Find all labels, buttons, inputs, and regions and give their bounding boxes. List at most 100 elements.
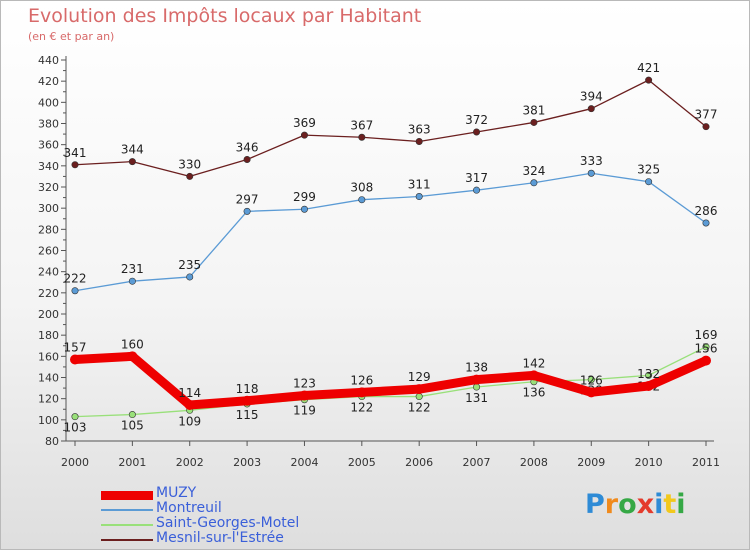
data-label: 377 <box>695 108 718 122</box>
data-point <box>128 158 136 166</box>
data-label: 157 <box>64 341 87 355</box>
data-point <box>186 273 194 281</box>
data-point <box>587 169 595 177</box>
chart-title: Evolution des Impôts locaux par Habitant <box>28 5 422 27</box>
data-point <box>71 287 79 295</box>
data-label: 129 <box>408 370 431 384</box>
legend-swatch <box>101 539 153 541</box>
data-point <box>473 186 481 194</box>
y-tick-label: 200 <box>38 308 59 321</box>
data-label: 341 <box>64 146 87 160</box>
data-label: 138 <box>465 361 488 375</box>
data-point <box>702 343 710 351</box>
data-label: 136 <box>522 386 545 400</box>
y-tick-label: 280 <box>38 223 59 236</box>
data-label: 333 <box>580 154 603 168</box>
data-label: 330 <box>178 157 201 171</box>
data-point <box>587 105 595 113</box>
data-label: 105 <box>121 419 144 433</box>
data-point <box>701 355 711 366</box>
data-point <box>356 387 367 398</box>
data-point <box>702 123 710 131</box>
y-tick-label: 80 <box>45 435 59 448</box>
data-label: 122 <box>408 401 431 415</box>
data-label: 324 <box>522 164 545 178</box>
y-tick-label: 300 <box>38 202 59 215</box>
y-tick-label: 120 <box>38 393 59 406</box>
x-tick-label: 2000 <box>61 456 89 469</box>
data-point <box>243 155 251 163</box>
data-point <box>300 205 308 213</box>
x-tick-label: 2005 <box>348 456 376 469</box>
data-label: 109 <box>178 414 201 428</box>
y-tick-label: 240 <box>38 266 59 279</box>
y-tick-label: 140 <box>38 372 59 385</box>
data-point <box>242 395 253 406</box>
data-point <box>128 277 136 285</box>
data-point <box>70 354 80 365</box>
data-label: 131 <box>465 391 488 405</box>
data-label: 126 <box>580 373 603 387</box>
data-point <box>643 380 654 391</box>
x-tick-label: 2002 <box>176 456 204 469</box>
chart-subtitle: (en € et par an) <box>28 30 115 43</box>
data-label: 222 <box>64 272 87 286</box>
data-point <box>528 370 539 381</box>
data-label: 381 <box>522 103 545 117</box>
data-point <box>471 374 482 385</box>
data-label: 421 <box>637 61 660 75</box>
data-label: 119 <box>293 404 316 418</box>
data-point <box>473 383 481 391</box>
data-label: 118 <box>236 382 259 396</box>
x-tick-label: 2009 <box>577 456 605 469</box>
y-tick-label: 220 <box>38 287 59 300</box>
y-tick-label: 360 <box>38 139 59 152</box>
legend-swatch <box>101 490 153 500</box>
data-label: 235 <box>178 258 201 272</box>
data-label: 372 <box>465 113 488 127</box>
data-label: 317 <box>465 171 488 185</box>
data-label: 114 <box>178 386 201 400</box>
x-tick-label: 2006 <box>405 456 433 469</box>
data-point <box>71 413 79 421</box>
y-tick-label: 180 <box>38 329 59 342</box>
legend-label: Montreuil <box>156 500 222 516</box>
logo-letter: P <box>585 489 605 520</box>
data-label: 115 <box>236 408 259 422</box>
data-point <box>415 393 423 401</box>
series-line <box>70 351 711 410</box>
data-point <box>473 128 481 136</box>
data-label: 160 <box>121 337 144 351</box>
legend-swatch <box>101 524 153 526</box>
data-point <box>358 133 366 141</box>
x-tick-label: 2010 <box>635 456 663 469</box>
data-point <box>645 371 653 379</box>
data-label: 122 <box>350 401 373 415</box>
data-label: 231 <box>121 262 144 276</box>
y-tick-label: 320 <box>38 181 59 194</box>
data-point <box>415 137 423 145</box>
x-tick-label: 2004 <box>290 456 318 469</box>
y-tick-label: 260 <box>38 245 59 258</box>
y-tick-label: 380 <box>38 118 59 131</box>
y-tick-label: 420 <box>38 75 59 88</box>
logo-letter: o <box>618 489 637 520</box>
logo-letter: x <box>636 489 655 520</box>
data-label: 369 <box>293 116 316 130</box>
x-tick-label: 2008 <box>520 456 548 469</box>
data-point <box>530 179 538 187</box>
data-point <box>415 193 423 201</box>
data-point <box>128 411 136 419</box>
legend-label: Mesnil-sur-l'Estrée <box>156 530 284 546</box>
data-label: 156 <box>695 342 718 356</box>
data-point <box>184 400 195 411</box>
data-label: 297 <box>236 192 259 206</box>
x-tick-label: 2001 <box>118 456 146 469</box>
data-point <box>586 387 597 398</box>
data-label: 325 <box>637 163 660 177</box>
series-line <box>74 172 707 292</box>
series-line <box>74 79 707 178</box>
data-point <box>702 219 710 227</box>
data-point <box>645 178 653 186</box>
legend-label: MUZY <box>156 485 197 501</box>
